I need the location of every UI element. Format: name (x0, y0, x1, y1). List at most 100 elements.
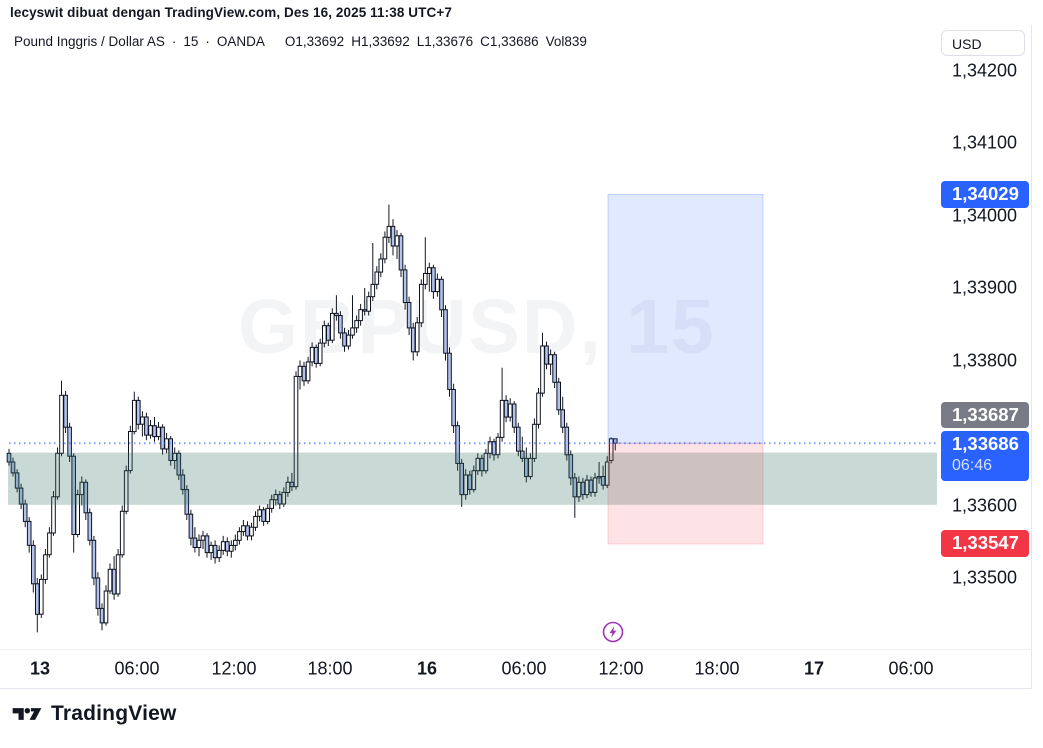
candle-body (285, 481, 291, 493)
ohlc-low: L1,33676 (416, 34, 474, 49)
target-price-badge: 1,34029 (941, 180, 1029, 208)
time-label-date: 16 (416, 658, 438, 679)
ohlc-open: O1,33692 (284, 34, 345, 49)
time-label-hour: 18:00 (694, 658, 740, 679)
candle-body (334, 312, 339, 317)
ohlc-high: H1,33692 (351, 34, 410, 49)
candle-body (132, 399, 137, 433)
candle-body (495, 436, 501, 456)
candle-body (423, 273, 428, 285)
candle-body (140, 416, 145, 425)
candle-body (362, 309, 367, 312)
currency-usd-button[interactable]: USD (941, 30, 1025, 56)
time-label-hour: 06:00 (501, 658, 547, 679)
candle-body (63, 394, 68, 428)
chart-legend: Pound Inggris / Dollar AS · 15 · OANDA O… (14, 34, 587, 49)
price-axis[interactable]: USD 1,34200 1,34100 1,34000 1,33900 1,33800 1… (937, 25, 1043, 650)
legend-separator: · (205, 34, 210, 49)
candle-body (322, 325, 327, 344)
candle-body (148, 425, 153, 436)
candle-body (382, 236, 388, 260)
time-label-hour: 12:00 (211, 658, 257, 679)
candle-body (427, 267, 432, 274)
candle-body (22, 503, 28, 522)
candle-body (107, 568, 113, 592)
candle-body (313, 346, 319, 364)
candle-body (419, 283, 424, 324)
candle-body (600, 476, 606, 486)
candle-body (269, 499, 274, 509)
candle-body (55, 452, 60, 498)
time-label-hour: 18:00 (307, 658, 353, 679)
candle-body (499, 399, 505, 438)
long-position-profit-zone[interactable] (607, 194, 764, 444)
candle-body (204, 535, 210, 554)
candle-body (447, 352, 452, 390)
candle-body (241, 525, 246, 533)
candle-body (43, 554, 48, 580)
candle-body (604, 461, 610, 486)
candle-body (511, 403, 517, 428)
candle-body (346, 334, 351, 347)
bar-countdown: 06:46 (952, 456, 993, 474)
candle-body (471, 470, 477, 491)
candle-body (156, 426, 161, 438)
candle-body (229, 544, 234, 552)
price-tick-label: 1,33500 (952, 567, 1018, 588)
candle-body (192, 537, 198, 548)
candle-body (293, 375, 299, 488)
candle-body (176, 452, 182, 476)
candle-body (394, 235, 400, 247)
candle-body (414, 322, 420, 353)
time-label-hour: 06:00 (114, 658, 160, 679)
candle-body (253, 515, 258, 528)
candle-body (119, 510, 125, 556)
candle-body (398, 235, 404, 271)
candle-body (608, 438, 614, 461)
interval-label: 15 (183, 34, 199, 49)
candle-body (370, 283, 376, 298)
candle-body (366, 296, 371, 312)
price-tick-label: 1,34200 (952, 60, 1018, 80)
time-label-date: 17 (803, 658, 825, 679)
candle-body (35, 583, 40, 615)
supply-zone[interactable] (8, 452, 937, 505)
candle-body (265, 507, 270, 522)
candle-body (31, 544, 36, 585)
candle-body (358, 309, 363, 322)
candle-body (390, 225, 396, 247)
candle-body (326, 325, 331, 341)
time-label-hour: 12:00 (598, 658, 644, 679)
price-tick-label: 1,33900 (952, 277, 1018, 298)
candle-body (560, 409, 566, 428)
candle-body (220, 541, 226, 551)
candle-body (532, 423, 537, 459)
candle-body (180, 474, 186, 490)
candle-body (378, 258, 384, 273)
tradingview-logo[interactable]: TradingView (12, 701, 177, 727)
candle-body (208, 544, 214, 554)
candle-body (128, 431, 133, 472)
candle-body (51, 496, 56, 534)
candle-body (18, 487, 24, 505)
chart-bottom-border (0, 688, 1032, 689)
candle-body (196, 539, 202, 548)
candle-body (237, 531, 242, 541)
candle-body (536, 392, 541, 425)
candle-body (99, 607, 105, 624)
candle-body (528, 457, 533, 477)
candle-body (301, 365, 307, 382)
time-axis[interactable]: 13 06:00 12:00 18:00 16 06:00 12:00 18:00 17 06:0… (0, 650, 1032, 688)
candle-body (507, 403, 513, 418)
candle-body (91, 539, 97, 579)
chart-right-border (1031, 25, 1032, 688)
candlestick-chart[interactable] (0, 25, 937, 650)
candle-body (564, 426, 570, 456)
symbol-title[interactable]: Pound Inggris / Dollar AS (14, 34, 165, 49)
candle-body (261, 509, 266, 522)
candle-body (431, 267, 436, 293)
candle-body (225, 541, 230, 552)
time-label-date: 13 (29, 658, 51, 679)
lightning-bolt-icon[interactable] (601, 620, 625, 644)
long-position-loss-zone[interactable] (607, 442, 764, 545)
